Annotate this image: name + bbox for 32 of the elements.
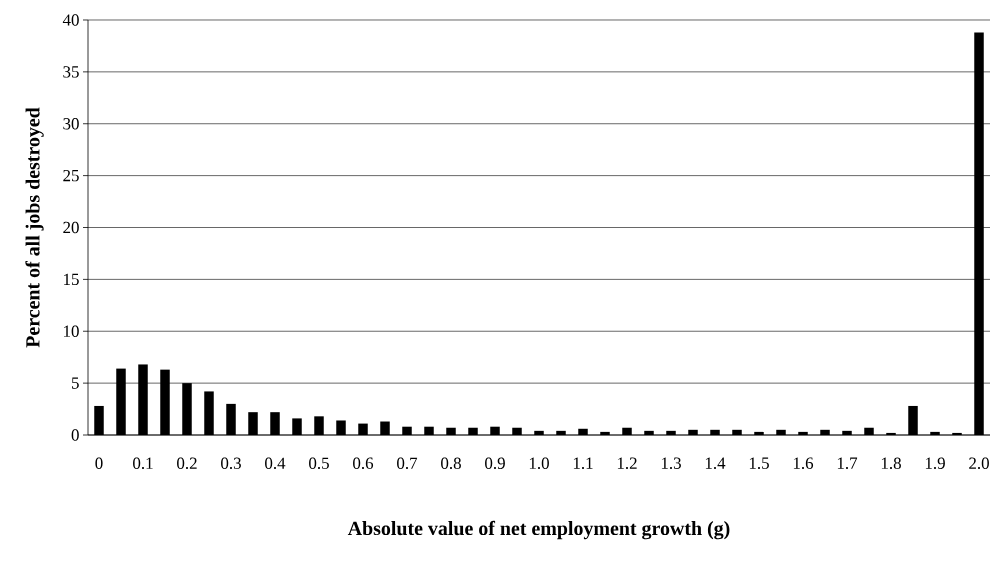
x-tick-label: 1.5 [749,457,769,469]
y-tick-label: 20 [63,221,79,234]
x-tick-label: 1.3 [661,457,681,469]
y-tick-label: 30 [63,118,79,130]
y-tick-label: 15 [64,273,79,286]
y-tick-label: 5 [72,377,79,389]
x-tick-label: 0.6 [353,457,374,470]
x-tick-label: 1.7 [837,457,858,469]
x-tick-label: 1.1 [573,457,593,469]
x-tick-label: 0.7 [397,457,418,470]
x-tick-label: 0.2 [177,457,197,470]
y-tick-label: 35 [63,66,79,78]
x-tick-label: 0.5 [309,457,329,470]
y-axis-title: Percent of all jobs destroyed [25,107,44,348]
y-tick-label: 0 [71,429,79,441]
y-tick-label: 25 [63,169,79,182]
x-tick-label: 0.1 [133,457,153,470]
x-tick-label: 1.8 [881,457,901,470]
x-tick-label: 0.9 [485,457,505,470]
x-tick-label: 0.3 [221,457,241,470]
x-tick-label: 0 [95,457,103,469]
x-tick-label: 1.0 [529,457,549,470]
y-tick-label: 10 [64,325,79,337]
y-tick-label: 40 [62,14,79,26]
x-tick-label: 1.2 [617,457,637,469]
x-tick-label: 1.4 [705,457,726,469]
x-tick-label: 0.4 [265,457,286,470]
x-tick-label: 2.0 [969,457,989,470]
x-axis-title: Absolute value of net employment growth (g) [347,520,730,540]
x-tick-label: 0.8 [441,457,461,470]
x-tick-label: 1.6 [793,457,814,469]
x-tick-label: 1.9 [925,457,945,469]
